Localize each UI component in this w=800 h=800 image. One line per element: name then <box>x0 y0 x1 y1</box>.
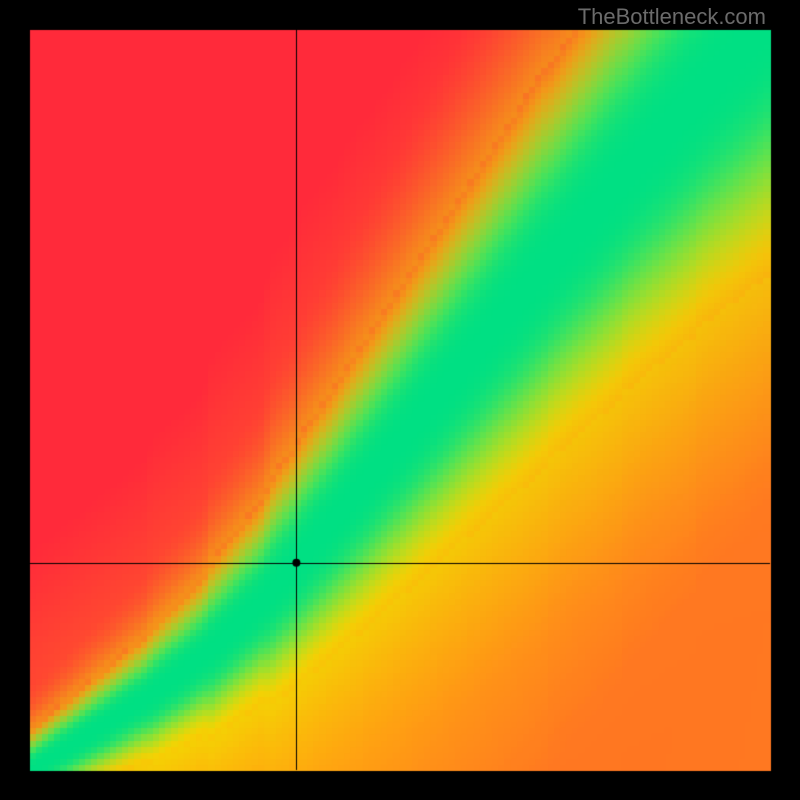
bottleneck-heatmap <box>0 0 800 800</box>
chart-container: TheBottleneck.com <box>0 0 800 800</box>
watermark-text: TheBottleneck.com <box>578 4 766 30</box>
